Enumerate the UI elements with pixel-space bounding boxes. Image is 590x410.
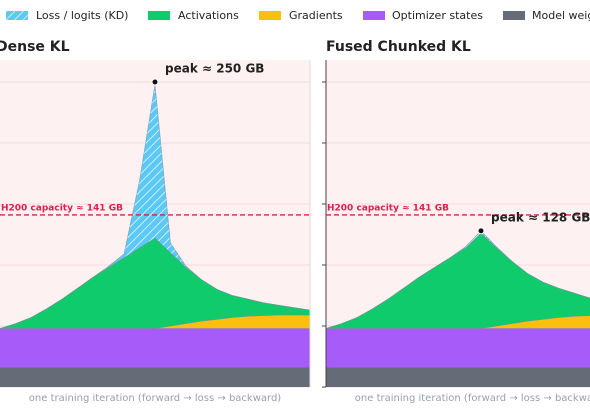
capacity-label: H200 capacity ≈ 141 GB — [327, 203, 449, 213]
peak-label: peak ≈ 128 GB — [491, 210, 590, 224]
legend-swatch — [6, 11, 28, 20]
panel-title: Fused Chunked KL — [326, 39, 471, 55]
legend-swatch — [363, 11, 385, 20]
area — [325, 230, 590, 329]
legend-label: Optimizer states — [392, 9, 483, 22]
capacity-label: H200 capacity ≈ 141 GB — [1, 203, 123, 213]
legend-swatch — [503, 11, 525, 20]
x-axis-label: one training iteration (forward → loss →… — [29, 393, 282, 404]
panel-title: Dense KL — [0, 39, 70, 55]
legend-label: Activations — [178, 9, 239, 22]
legend-label: Model weights — [532, 9, 590, 22]
area — [0, 328, 310, 368]
legend-swatch — [148, 11, 170, 20]
legend-label: Gradients — [289, 9, 343, 22]
legend-swatch — [259, 11, 281, 20]
peak-dot — [151, 78, 159, 86]
legend-label: Loss / logits (KD) — [36, 9, 128, 22]
x-axis-label: one training iteration (forward → loss →… — [355, 393, 590, 404]
area — [326, 367, 590, 387]
area — [326, 328, 590, 368]
area — [0, 367, 310, 387]
peak-dot — [477, 227, 485, 235]
peak-label: peak ≈ 250 GB — [165, 61, 264, 75]
